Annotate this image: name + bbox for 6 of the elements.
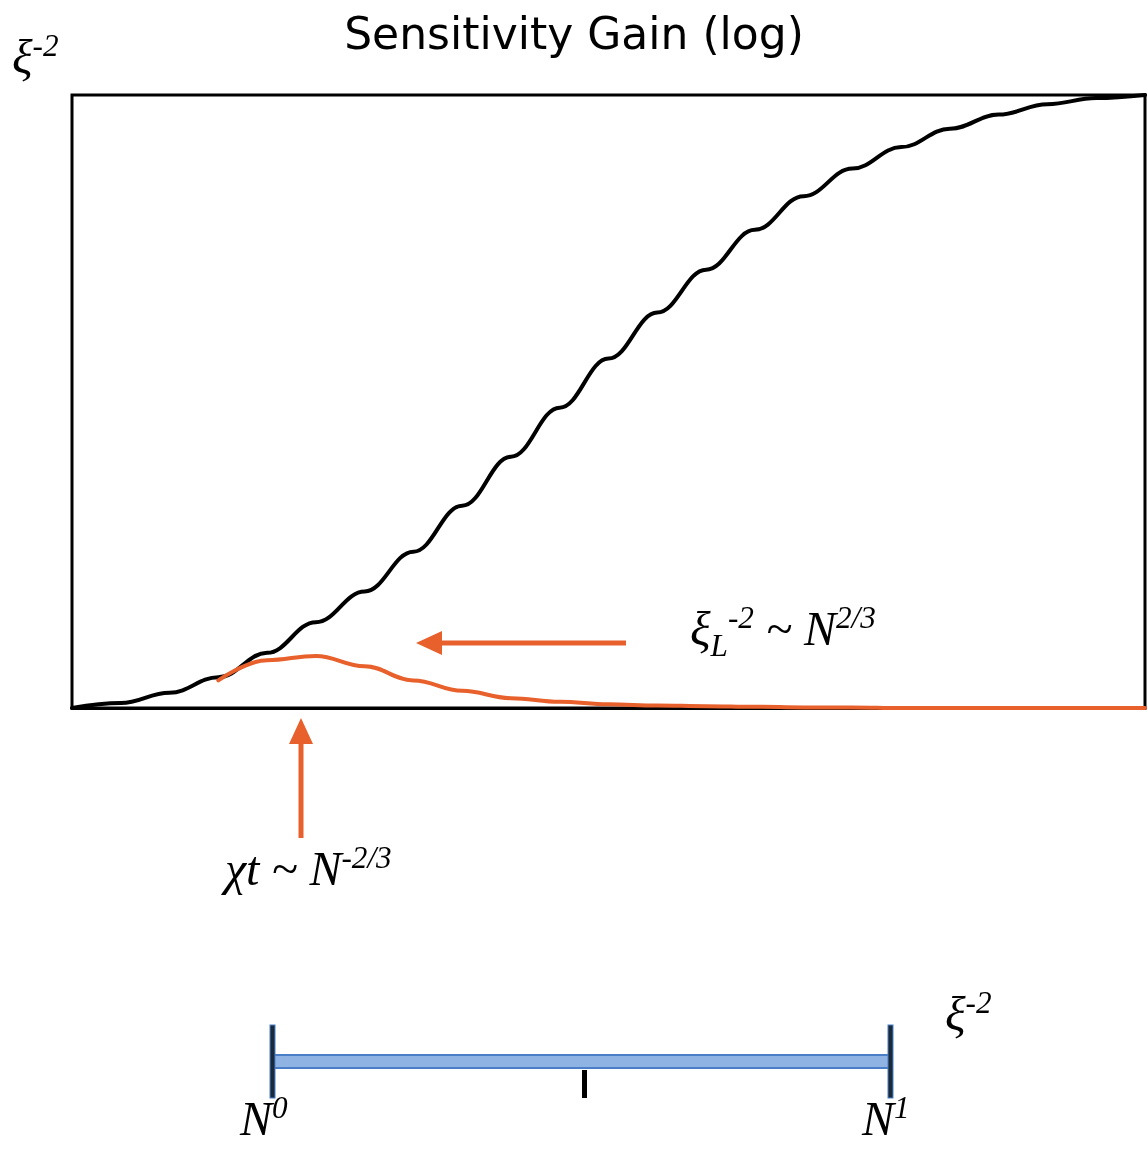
text: N$^{1}$ (862, 1090, 910, 1146)
text: ξ$^{-2}$ (945, 985, 992, 1041)
annotation: ξ$_{L}$$^{-2}$ ~ N$^{2/3}$ (690, 600, 876, 664)
chart-title: Sensitivity Gain (log) (344, 8, 804, 59)
text: N$^{0}$ (240, 1090, 288, 1146)
y-axis-title: ξ$^{-2}$ (12, 28, 59, 84)
